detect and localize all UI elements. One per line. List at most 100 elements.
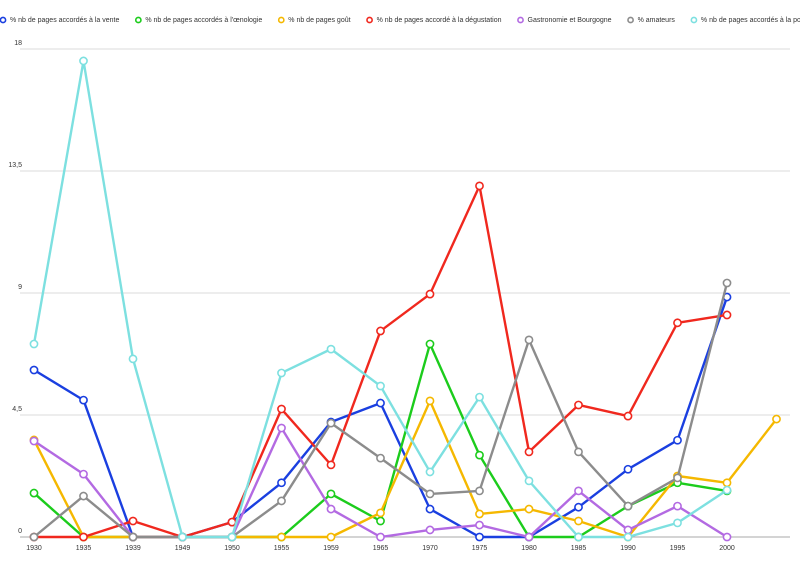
series-line xyxy=(32,59,728,539)
point xyxy=(79,395,88,405)
legend-label: % amateurs xyxy=(638,17,676,24)
point xyxy=(574,532,583,542)
point xyxy=(425,396,435,406)
point xyxy=(673,318,682,328)
point xyxy=(79,491,88,501)
legend-marker xyxy=(0,16,7,24)
point xyxy=(574,400,583,410)
point xyxy=(425,467,435,477)
point xyxy=(376,508,385,518)
legend-marker xyxy=(366,16,373,24)
point xyxy=(673,435,682,445)
point xyxy=(722,478,732,488)
x-tick-label: 1975 xyxy=(472,545,488,552)
point xyxy=(326,418,336,428)
point xyxy=(524,335,534,345)
point xyxy=(475,509,484,519)
point xyxy=(673,518,682,528)
point xyxy=(623,532,633,542)
legend-marker xyxy=(277,16,285,24)
point xyxy=(623,501,633,511)
x-tick-label: 1959 xyxy=(323,545,339,552)
point xyxy=(277,368,286,378)
point xyxy=(722,310,732,320)
x-tick-label: 1980 xyxy=(521,545,537,552)
y-tick-label: 4,5 xyxy=(12,406,22,413)
point xyxy=(475,181,484,191)
legend-label: % nb de pages accordé à la dégustation xyxy=(377,17,502,24)
x-tick-label: 1970 xyxy=(422,545,438,552)
legend-marker xyxy=(134,16,142,24)
point xyxy=(277,532,286,542)
x-tick-label: 1995 xyxy=(670,545,686,552)
point xyxy=(178,532,187,542)
point xyxy=(376,516,385,526)
point xyxy=(574,502,583,512)
point xyxy=(29,488,39,498)
series-line xyxy=(34,184,728,539)
point xyxy=(673,501,682,511)
point xyxy=(128,354,138,364)
point xyxy=(128,532,138,542)
point xyxy=(425,489,435,499)
legend-label: % nb de pages goût xyxy=(288,17,350,24)
legend-marker xyxy=(690,16,698,24)
point xyxy=(425,289,435,299)
point xyxy=(475,486,484,496)
point xyxy=(623,525,633,535)
point xyxy=(326,532,336,542)
point xyxy=(722,532,732,542)
point xyxy=(722,485,732,495)
point xyxy=(277,404,286,414)
legend-label: % nb de pages accordés à l'œnologie xyxy=(145,17,262,24)
point xyxy=(277,496,286,506)
x-tick-label: 2000 xyxy=(719,545,735,552)
point xyxy=(376,532,385,542)
point xyxy=(128,516,138,526)
legend-label: Gastronomie et Bourgogne xyxy=(528,17,612,24)
point xyxy=(722,278,732,288)
point xyxy=(623,464,633,474)
point xyxy=(376,398,385,408)
point xyxy=(79,532,88,542)
point xyxy=(475,520,484,530)
y-tick-label: 9 xyxy=(18,284,22,291)
series-line xyxy=(32,399,778,539)
point xyxy=(326,460,336,470)
legend-marker xyxy=(517,16,524,24)
point xyxy=(326,344,336,354)
point xyxy=(524,504,534,514)
x-tick-label: 1990 xyxy=(620,545,636,552)
point xyxy=(673,473,682,483)
point xyxy=(277,478,286,488)
point xyxy=(376,453,385,463)
point xyxy=(376,381,385,391)
point xyxy=(277,423,286,433)
point xyxy=(29,365,39,375)
point xyxy=(524,476,534,486)
x-tick-label: 1985 xyxy=(571,545,587,552)
legend: % nb de pages accordés à la vente % nb de… xyxy=(0,16,800,24)
point xyxy=(425,504,435,514)
point xyxy=(475,450,484,460)
point xyxy=(326,504,336,514)
point xyxy=(475,532,484,542)
point xyxy=(79,56,88,66)
x-tick-label: 1949 xyxy=(175,545,191,552)
point xyxy=(425,525,435,535)
x-tick-label: 1939 xyxy=(125,545,141,552)
point xyxy=(524,447,534,457)
point xyxy=(574,447,583,457)
point xyxy=(574,486,583,496)
point xyxy=(227,532,237,542)
point xyxy=(79,469,88,479)
point xyxy=(574,516,583,526)
x-tick-label: 1950 xyxy=(224,545,240,552)
x-tick-label: 1930 xyxy=(26,545,42,552)
x-tick-label: 1955 xyxy=(274,545,290,552)
point xyxy=(772,414,781,424)
point xyxy=(623,411,633,421)
point xyxy=(425,339,435,349)
